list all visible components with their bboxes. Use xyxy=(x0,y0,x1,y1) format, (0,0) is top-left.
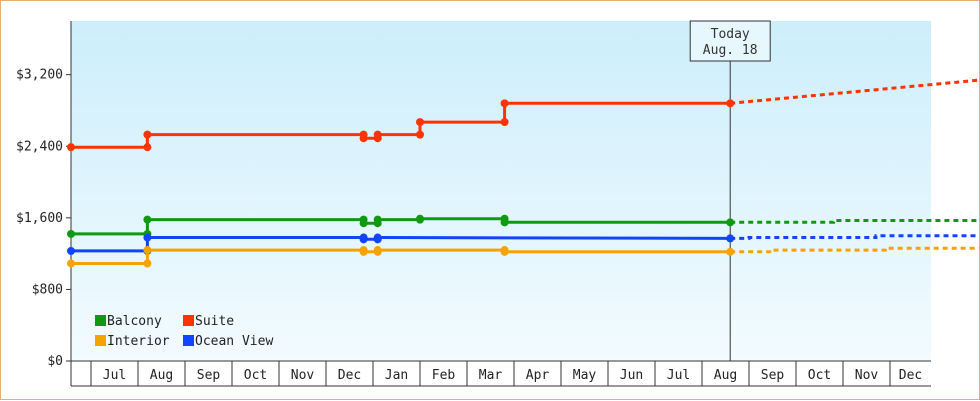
y-tick-label: $3,200 xyxy=(16,68,63,83)
x-tick-label: Aug xyxy=(150,368,173,383)
axes: $0 $800 $1,600 $2,400 $3,200 Jul Aug Sep Oct Nov D… xyxy=(16,21,931,387)
series-point xyxy=(373,215,382,224)
series-point xyxy=(67,259,75,268)
series-point xyxy=(373,233,382,242)
series-point xyxy=(143,233,152,242)
x-tick-label: Dec xyxy=(899,368,922,383)
legend-label: Suite xyxy=(195,314,234,329)
x-tick-label: Jun xyxy=(620,368,643,383)
legend-swatch xyxy=(183,315,194,326)
series-point xyxy=(373,246,382,255)
plot-background xyxy=(71,21,931,361)
x-tick-label: Sep xyxy=(761,368,785,383)
x-tick-label: Nov xyxy=(291,368,315,383)
x-tick-label: Jan xyxy=(385,368,408,383)
today-box xyxy=(689,20,771,62)
x-tick-label: Aug xyxy=(714,368,737,383)
series-point xyxy=(416,118,424,127)
series-point xyxy=(143,215,152,224)
x-tick-label: Jul xyxy=(667,368,690,383)
series-projection-suite xyxy=(730,78,980,105)
series-point xyxy=(726,218,735,227)
x-tick-label: Oct xyxy=(808,368,831,383)
x-tick-label: May xyxy=(573,368,597,383)
x-tick-label: Oct xyxy=(244,368,267,383)
series-layer xyxy=(67,78,980,268)
series-point xyxy=(143,246,152,255)
legend-swatch xyxy=(183,335,194,346)
legend-swatch xyxy=(95,315,106,326)
legend-label: Interior xyxy=(107,334,170,349)
series-projection-ocean-view xyxy=(730,234,980,240)
x-tick-label: Dec xyxy=(338,368,361,383)
x-tick-label: Sep xyxy=(197,368,221,383)
series-point xyxy=(500,118,509,127)
series-point xyxy=(359,235,368,244)
series-point xyxy=(500,218,509,227)
series-point xyxy=(726,234,735,243)
series-point xyxy=(726,99,735,108)
series-point xyxy=(67,246,75,255)
legend: Balcony Suite Interior Ocean View xyxy=(95,314,273,349)
series-point xyxy=(373,130,382,139)
series-projection-interior xyxy=(730,246,980,254)
y-tick-label: $0 xyxy=(47,354,63,369)
x-tick-label: Jul xyxy=(103,368,126,383)
legend-label: Ocean View xyxy=(195,334,273,349)
series-point xyxy=(726,247,735,256)
x-tick-label: Mar xyxy=(479,368,503,383)
series-projection-balcony xyxy=(730,219,980,224)
series-point xyxy=(359,219,368,228)
y-tick-label: $800 xyxy=(32,282,63,297)
series-point xyxy=(143,143,152,152)
y-tick-label: $2,400 xyxy=(16,139,63,154)
series-point xyxy=(143,259,152,268)
series-point xyxy=(359,247,368,256)
series-point xyxy=(416,214,424,223)
series-point xyxy=(67,229,75,238)
today-date-label: Aug. 18 xyxy=(703,43,758,58)
x-tick-label: Apr xyxy=(526,368,550,383)
series-point xyxy=(359,134,368,143)
today-label: Today xyxy=(711,27,750,42)
legend-swatch xyxy=(95,335,106,346)
y-tick-label: $1,600 xyxy=(16,211,63,226)
series-point xyxy=(500,247,509,256)
series-point xyxy=(500,99,509,108)
series-point xyxy=(416,130,424,139)
series-point xyxy=(143,130,152,139)
series-point xyxy=(67,143,75,152)
x-tick-label: Feb xyxy=(432,368,456,383)
legend-label: Balcony xyxy=(107,314,162,329)
x-tick-label: Nov xyxy=(855,368,879,383)
